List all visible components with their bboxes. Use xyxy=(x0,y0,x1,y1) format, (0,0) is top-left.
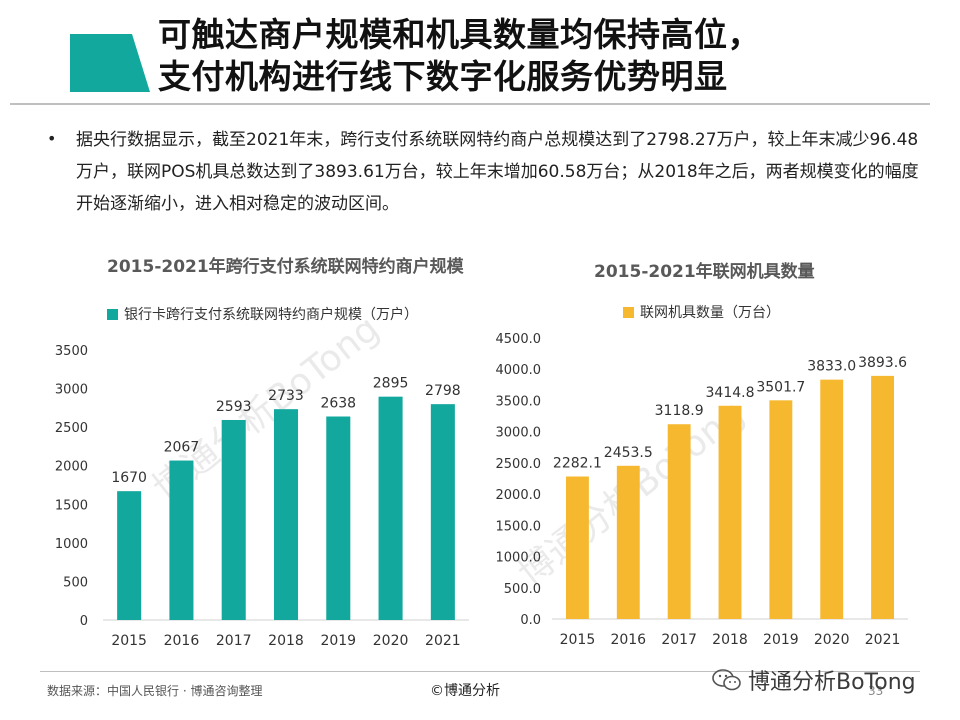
left-chart-value-label: 2067 xyxy=(164,440,200,456)
right-chart-bar xyxy=(718,405,742,619)
right-chart-ytick-label: 0.0 xyxy=(520,613,541,628)
right-chart-value-label: 3893.6 xyxy=(858,355,907,371)
right-chart-x-tick-label: 2019 xyxy=(763,632,799,648)
right-chart-ytick-label: 3000.0 xyxy=(496,426,542,441)
right-chart-bar xyxy=(616,465,640,619)
wechat-icon xyxy=(712,669,741,691)
left-chart-x-tick-label: 2018 xyxy=(268,633,304,649)
right-chart-ytick-label: 3500.0 xyxy=(496,394,542,409)
right-chart-ytick-label: 2500.0 xyxy=(496,457,542,472)
left-chart-x-tick-label: 2017 xyxy=(216,633,252,649)
right-chart-bar xyxy=(769,400,793,619)
right-chart-x-tick-label: 2018 xyxy=(712,632,748,648)
left-chart-ytick-label: 500 xyxy=(63,575,88,590)
footer-divider xyxy=(40,671,920,672)
title-divider xyxy=(10,103,930,105)
left-chart-value-label: 2593 xyxy=(216,399,252,415)
left-chart-value-label: 2798 xyxy=(425,383,461,399)
right-chart-value-label: 2282.1 xyxy=(553,455,602,471)
right-chart-bar xyxy=(667,424,691,619)
page-number: 33 xyxy=(868,684,884,698)
left-chart-x-tick-label: 2020 xyxy=(373,633,409,649)
left-chart-x-tick-label: 2019 xyxy=(320,633,356,649)
right-chart-bar xyxy=(820,379,844,619)
left-chart-ytick-label: 2000 xyxy=(55,460,88,475)
left-chart-bar xyxy=(430,404,455,620)
left-chart-bar xyxy=(378,396,403,620)
right-chart-value-label: 3501.7 xyxy=(756,379,805,395)
left-chart-bar xyxy=(273,409,299,620)
right-chart-value-label: 2453.5 xyxy=(604,445,653,461)
right-legend-label: 联网机具数量（万台） xyxy=(640,305,780,321)
title-accent-shape xyxy=(70,34,150,92)
left-chart-x-tick-label: 2016 xyxy=(164,633,200,649)
left-legend-label: 银行卡跨行支付系统联网特约商户规模（万户） xyxy=(124,307,418,323)
left-chart-ytick-label: 3000 xyxy=(55,383,88,398)
right-legend-swatch xyxy=(623,306,634,318)
data-source: 数据来源：中国人民银行 · 博通咨询整理 xyxy=(47,684,263,698)
left-chart-ytick-label: 0 xyxy=(80,614,88,629)
right-chart-x-tick-label: 2016 xyxy=(610,632,646,648)
bullet-marker: • xyxy=(47,129,57,148)
right-chart-legend: 联网机具数量（万台） xyxy=(623,302,780,322)
right-chart-bar xyxy=(871,375,895,619)
left-chart-bar xyxy=(169,460,194,620)
right-chart-ytick-label: 2000.0 xyxy=(496,488,542,503)
wechat-label: 博通分析BoTong xyxy=(748,670,916,695)
right-chart-ytick-label: 4000.0 xyxy=(496,363,542,378)
right-chart-x-tick-label: 2017 xyxy=(661,632,697,648)
right-chart-ytick-label: 1000.0 xyxy=(496,551,542,566)
left-chart-ytick-label: 1500 xyxy=(55,498,88,513)
left-chart-ytick-label: 2500 xyxy=(55,421,88,436)
right-chart-ytick-label: 1500.0 xyxy=(496,519,542,534)
left-chart-value-label: 2733 xyxy=(268,388,304,404)
right-chart-value-label: 3833.0 xyxy=(807,359,856,375)
page-title: 可触达商户规模和机具数量均保持高位， 支付机构进行线下数字化服务优势明显 xyxy=(158,14,938,98)
right-chart-ytick-label: 500.0 xyxy=(504,582,541,597)
right-chart-value-label: 3414.8 xyxy=(706,385,755,401)
left-chart-value-label: 2895 xyxy=(373,376,409,392)
left-chart-legend: 银行卡跨行支付系统联网特约商户规模（万户） xyxy=(107,304,418,324)
bullet-text: 据央行数据显示，截至2021年末，跨行支付系统联网特约商户总规模达到了2798.… xyxy=(76,130,919,214)
left-chart-value-label: 1670 xyxy=(111,470,147,486)
page-title-line2: 支付机构进行线下数字化服务优势明显 xyxy=(158,57,728,96)
left-chart-ytick-label: 3500 xyxy=(55,344,88,359)
wechat-account: 博通分析BoTong xyxy=(712,664,916,696)
right-chart-title: 2015-2021年联网机具数量 xyxy=(594,262,815,282)
left-chart-bar xyxy=(117,491,142,620)
left-chart-bar xyxy=(326,416,351,620)
right-chart-x-tick-label: 2020 xyxy=(814,632,850,648)
right-chart-bar xyxy=(565,476,589,619)
copyright: ©博通分析 xyxy=(430,683,500,699)
right-chart-x-tick-label: 2021 xyxy=(865,632,901,648)
left-chart-title: 2015-2021年跨行支付系统联网特约商户规模 xyxy=(107,257,464,277)
left-chart-x-tick-label: 2021 xyxy=(425,633,461,649)
right-chart-value-label: 3118.9 xyxy=(655,403,704,419)
right-chart-x-tick-label: 2015 xyxy=(560,632,596,648)
left-chart-bar xyxy=(221,419,246,620)
page-title-line1: 可触达商户规模和机具数量均保持高位， xyxy=(158,15,761,54)
left-chart-value-label: 2638 xyxy=(320,395,356,411)
right-chart-ytick-label: 4500.0 xyxy=(496,332,542,347)
left-chart-x-tick-label: 2015 xyxy=(111,633,147,649)
left-chart-ytick-label: 1000 xyxy=(55,537,88,552)
left-legend-swatch xyxy=(107,308,118,320)
